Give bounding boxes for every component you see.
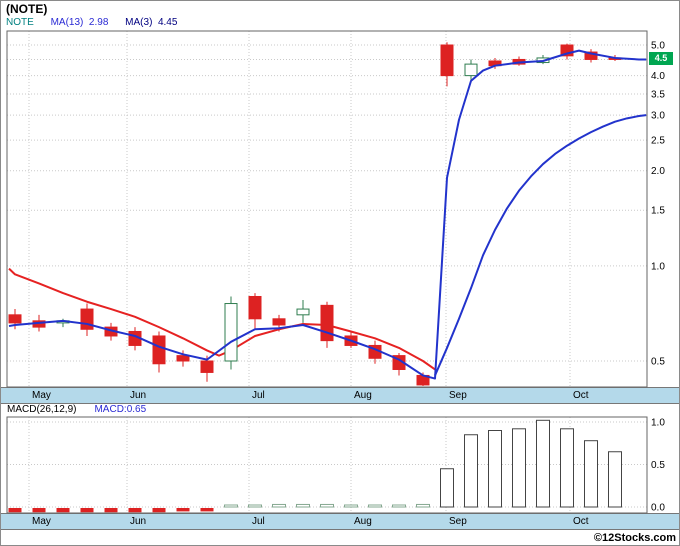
macd-header: MACD(26,12,9) MACD:0.65: [7, 404, 146, 415]
svg-text:1.0: 1.0: [651, 261, 665, 272]
panel-frames: [6, 30, 648, 514]
month-label: Jul: [252, 516, 265, 527]
month-label: Jun: [130, 516, 147, 527]
macd-value: MACD:0.65: [94, 404, 147, 415]
ma-red-line: [8, 267, 436, 371]
month-label: Aug: [354, 390, 372, 401]
svg-text:0.5: 0.5: [651, 356, 665, 367]
svg-text:2.0: 2.0: [651, 166, 665, 177]
svg-text:0.5: 0.5: [651, 460, 665, 471]
month-label: Sep: [449, 516, 467, 527]
ma13-legend: MA(13) 2.98: [51, 17, 109, 28]
month-label: Jul: [252, 390, 265, 401]
price-axis-labels: 5.0 4.0 3.5 3.0 2.5 2.0 1.5 1.0 0.5: [651, 40, 665, 367]
month-label: Aug: [354, 516, 372, 527]
svg-text:2.5: 2.5: [651, 136, 665, 147]
svg-text:1.5: 1.5: [651, 206, 665, 217]
macd-bars: [8, 419, 622, 513]
month-label: Oct: [573, 516, 589, 527]
month-label: Oct: [573, 390, 589, 401]
svg-text:1.0: 1.0: [651, 418, 665, 429]
ma3-label: MA(3): [125, 17, 153, 28]
month-label: Jun: [130, 390, 147, 401]
symbol-label: NOTE: [6, 17, 34, 28]
month-label: May: [32, 516, 51, 527]
svg-text:5.0: 5.0: [651, 40, 665, 51]
last-price-badge: 4.5: [649, 52, 673, 65]
ma13-value: 2.98: [88, 17, 109, 28]
ma-blue-lines: [8, 49, 647, 380]
macd-label: MACD(26,12,9): [7, 404, 77, 415]
month-label: Sep: [449, 390, 467, 401]
macd-gridlines: [7, 417, 647, 513]
chart-legend: NOTE MA(13) 2.98 MA(3) 4.45: [6, 17, 177, 28]
ma3-legend: MA(3) 4.45: [125, 17, 177, 28]
svg-text:4.0: 4.0: [651, 71, 665, 82]
svg-text:3.5: 3.5: [651, 89, 665, 100]
macd-axis-labels: 1.0 0.5 0.0: [651, 418, 665, 514]
svg-text:3.0: 3.0: [651, 111, 665, 122]
month-label: May: [32, 390, 51, 401]
page-title: (NOTE): [6, 2, 48, 16]
svg-text:0.0: 0.0: [651, 503, 665, 514]
ma13-label: MA(13): [50, 17, 84, 28]
ma3-value: 4.45: [157, 17, 178, 28]
copyright-watermark: ©12Stocks.com: [593, 532, 676, 544]
